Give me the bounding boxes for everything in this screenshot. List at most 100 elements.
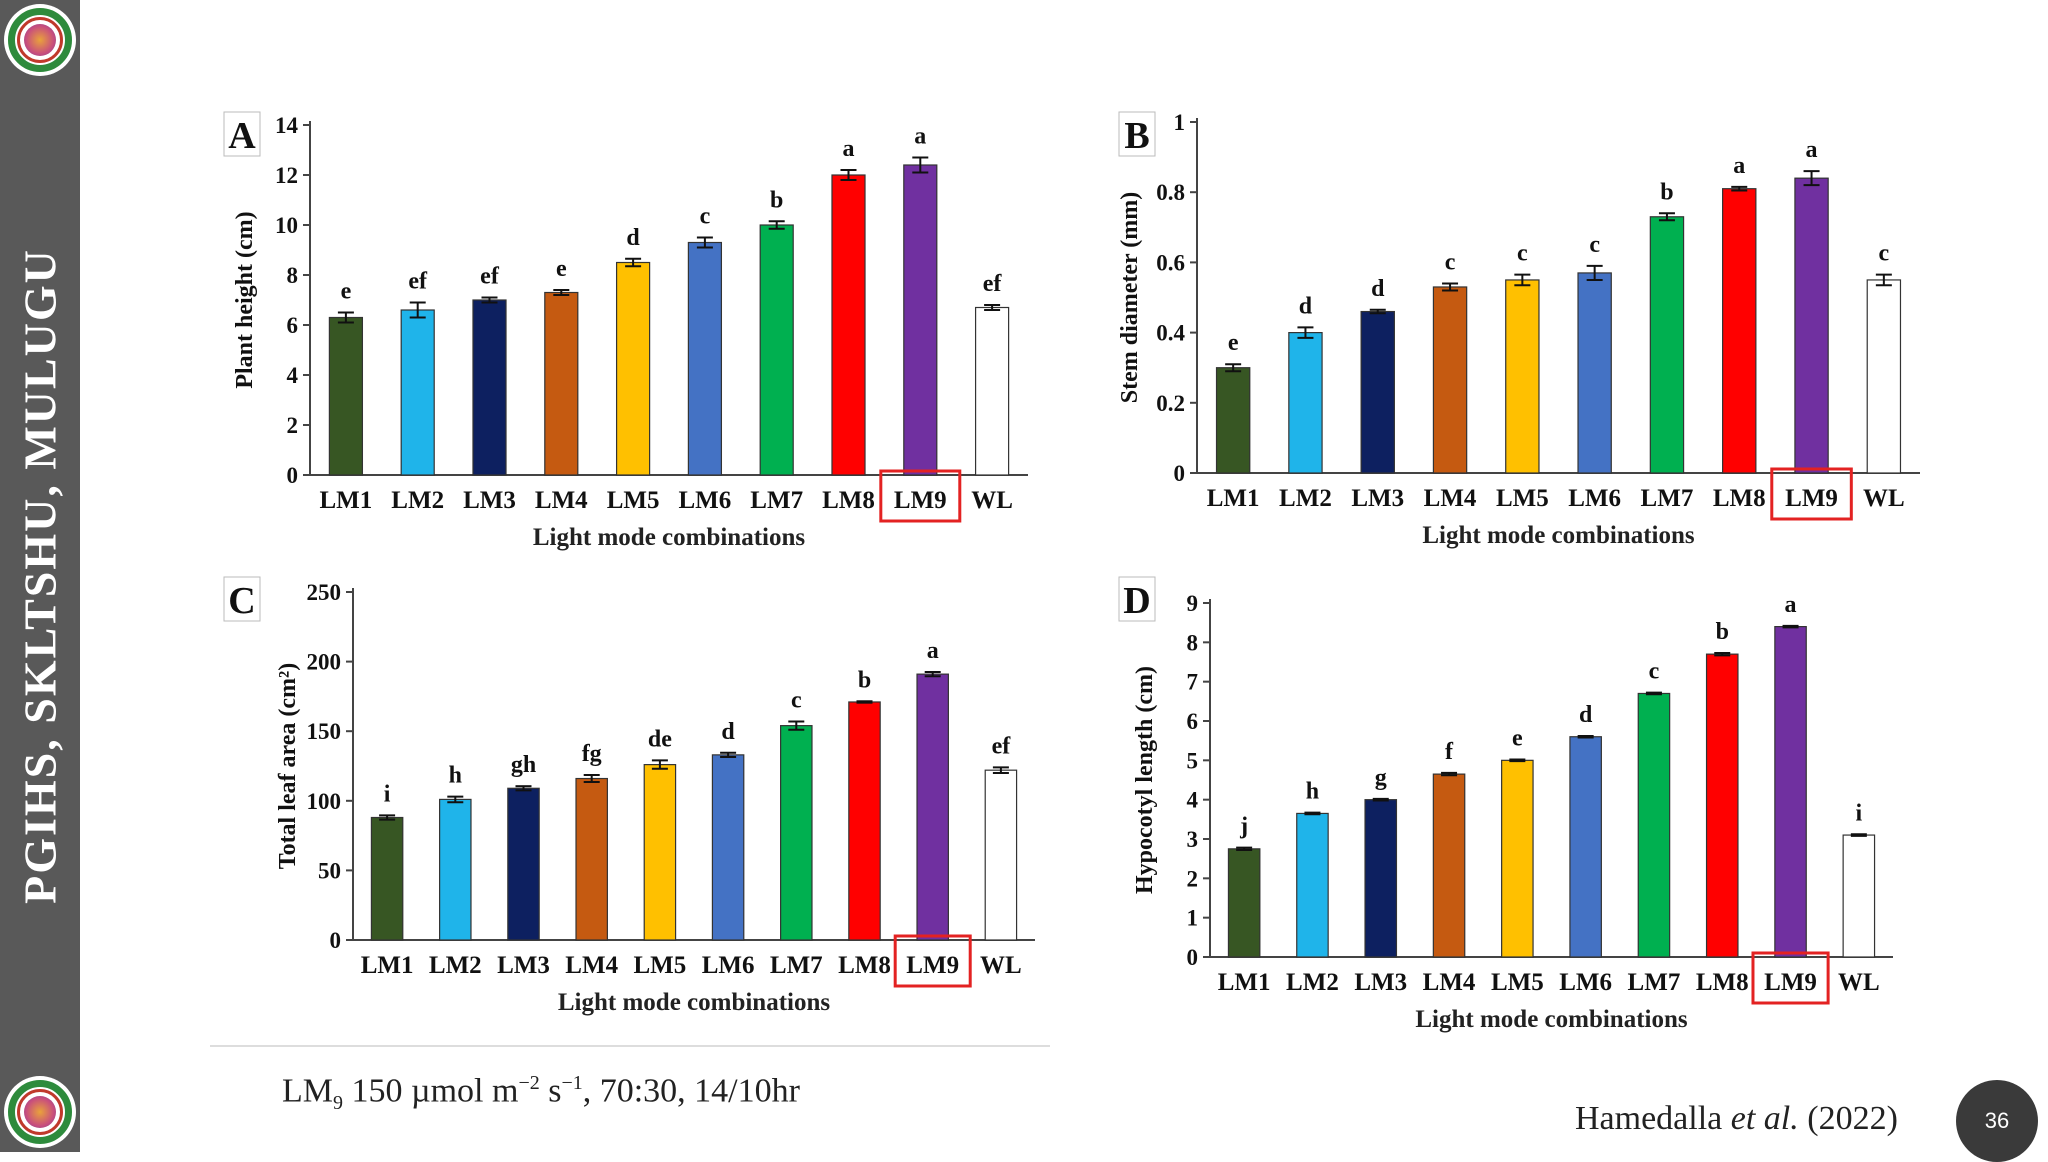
error-bar (1441, 771, 1458, 777)
y-tick-label: 0.6 (1156, 250, 1185, 275)
y-tick-label: 12 (275, 163, 298, 188)
x-tick-label: LM9 (1785, 485, 1838, 512)
error-bar (481, 296, 498, 304)
x-tick-label: LM5 (607, 487, 660, 514)
x-tick-label: LM3 (463, 487, 516, 514)
error-bar (625, 257, 642, 268)
bar-lm4 (544, 291, 579, 476)
error-bar (447, 795, 464, 804)
error-bar (856, 700, 873, 704)
error-bar (1509, 758, 1526, 763)
x-tick-label: LM7 (1628, 969, 1681, 996)
bar-wl (1866, 279, 1902, 474)
significance-letter: gh (511, 752, 536, 778)
bar-lm7 (759, 224, 794, 476)
significance-letter: h (449, 763, 462, 789)
x-tick-label: LM7 (750, 487, 803, 514)
error-bar (788, 720, 805, 731)
significance-letter: a (927, 638, 939, 664)
significance-letter: f (1445, 739, 1454, 765)
y-tick-label: 4 (1187, 788, 1199, 813)
bar-wl (984, 769, 1018, 941)
y-tick-label: 3 (1187, 827, 1199, 852)
bar-lm1 (1215, 367, 1251, 474)
x-tick-label: LM6 (702, 952, 755, 979)
chart-svg-c: C 0 50 100 150 200 250 Total leaf area (cm²) i LM… (223, 576, 1035, 1016)
error-bar (1803, 170, 1820, 187)
x-tick-label: LM3 (1351, 485, 1404, 512)
x-tick-label: LM9 (906, 952, 959, 979)
x-tick-label: LM4 (535, 487, 588, 514)
significance-letter: c (1589, 232, 1600, 258)
x-tick-label: LM2 (1286, 969, 1339, 996)
x-tick-label: LM2 (429, 952, 482, 979)
significance-letter: d (1299, 293, 1313, 319)
significance-letter: c (1649, 659, 1660, 685)
bar-lm8 (1705, 653, 1739, 958)
error-bar (1577, 734, 1594, 739)
x-axis-label: Light mode combinations (1422, 522, 1695, 549)
significance-letter: c (700, 204, 711, 230)
y-tick-label: 6 (287, 313, 299, 338)
x-tick-label: LM4 (1423, 969, 1476, 996)
error-bar (720, 751, 737, 758)
y-tick-label: 200 (307, 650, 342, 675)
error-bar (1850, 833, 1867, 837)
bar-wl (974, 306, 1010, 476)
bar-lm3 (1360, 310, 1395, 474)
significance-letter: c (791, 687, 802, 713)
x-tick-label: WL (980, 952, 1022, 979)
y-tick-label: 100 (307, 789, 342, 814)
x-tick-label: LM5 (634, 952, 687, 979)
x-tick-label: LM9 (1764, 969, 1817, 996)
x-tick-label: LM5 (1491, 969, 1544, 996)
bar-lm5 (1501, 759, 1534, 958)
x-tick-label: WL (971, 487, 1013, 514)
bar-lm2 (1296, 812, 1329, 958)
error-bar (515, 785, 532, 792)
x-tick-label: LM5 (1496, 485, 1549, 512)
significance-letter: a (1806, 137, 1818, 163)
error-bar (696, 236, 713, 249)
significance-letter: i (384, 781, 391, 807)
bar-lm3 (472, 299, 507, 476)
error-bar (1304, 811, 1321, 816)
highlight-box (1751, 951, 1830, 1005)
bar-lm7 (1649, 216, 1685, 474)
significance-letter: a (843, 136, 855, 162)
significance-letter: d (1579, 702, 1593, 728)
error-bar (1714, 651, 1731, 657)
bar-lm9 (1774, 625, 1807, 958)
x-tick-label: LM4 (1424, 485, 1477, 512)
x-tick-label: LM3 (497, 952, 550, 979)
error-bar (1658, 212, 1675, 222)
x-tick-label: LM1 (361, 952, 414, 979)
highlight-box (879, 469, 962, 523)
x-axis-label: Light mode combinations (533, 524, 806, 551)
error-bar (1645, 691, 1662, 696)
y-tick-label: 5 (1187, 748, 1199, 773)
significance-letter: b (858, 667, 871, 693)
y-tick-label: 0 (287, 463, 299, 488)
bar-lm7 (1637, 692, 1671, 958)
y-tick-label: 0.2 (1156, 391, 1185, 416)
significance-letter: a (914, 124, 926, 150)
bar-lm4 (575, 777, 608, 941)
x-tick-label: LM2 (1279, 485, 1332, 512)
y-tick-label: 4 (287, 363, 299, 388)
x-tick-label: LM4 (565, 952, 618, 979)
y-tick-label: 2 (1187, 866, 1199, 891)
significance-letter: b (1660, 179, 1673, 205)
significance-letter: c (1445, 249, 1456, 275)
significance-letter: fg (582, 741, 602, 767)
error-bar (583, 774, 600, 784)
y-axis-label: Stem diameter (mm) (1117, 192, 1143, 403)
error-bar (409, 301, 426, 319)
chart-svg-a: A 0 2 4 6 8 10 12 14 Plant height (cm) e LM1 ef LM2 ef… (223, 111, 1028, 551)
y-tick-label: 0.8 (1156, 180, 1185, 205)
bar-lm8 (831, 174, 866, 476)
bar-lm8 (848, 701, 881, 941)
y-tick-label: 0 (1174, 461, 1186, 486)
y-tick-label: 10 (275, 213, 298, 238)
bar-lm6 (1569, 736, 1602, 958)
